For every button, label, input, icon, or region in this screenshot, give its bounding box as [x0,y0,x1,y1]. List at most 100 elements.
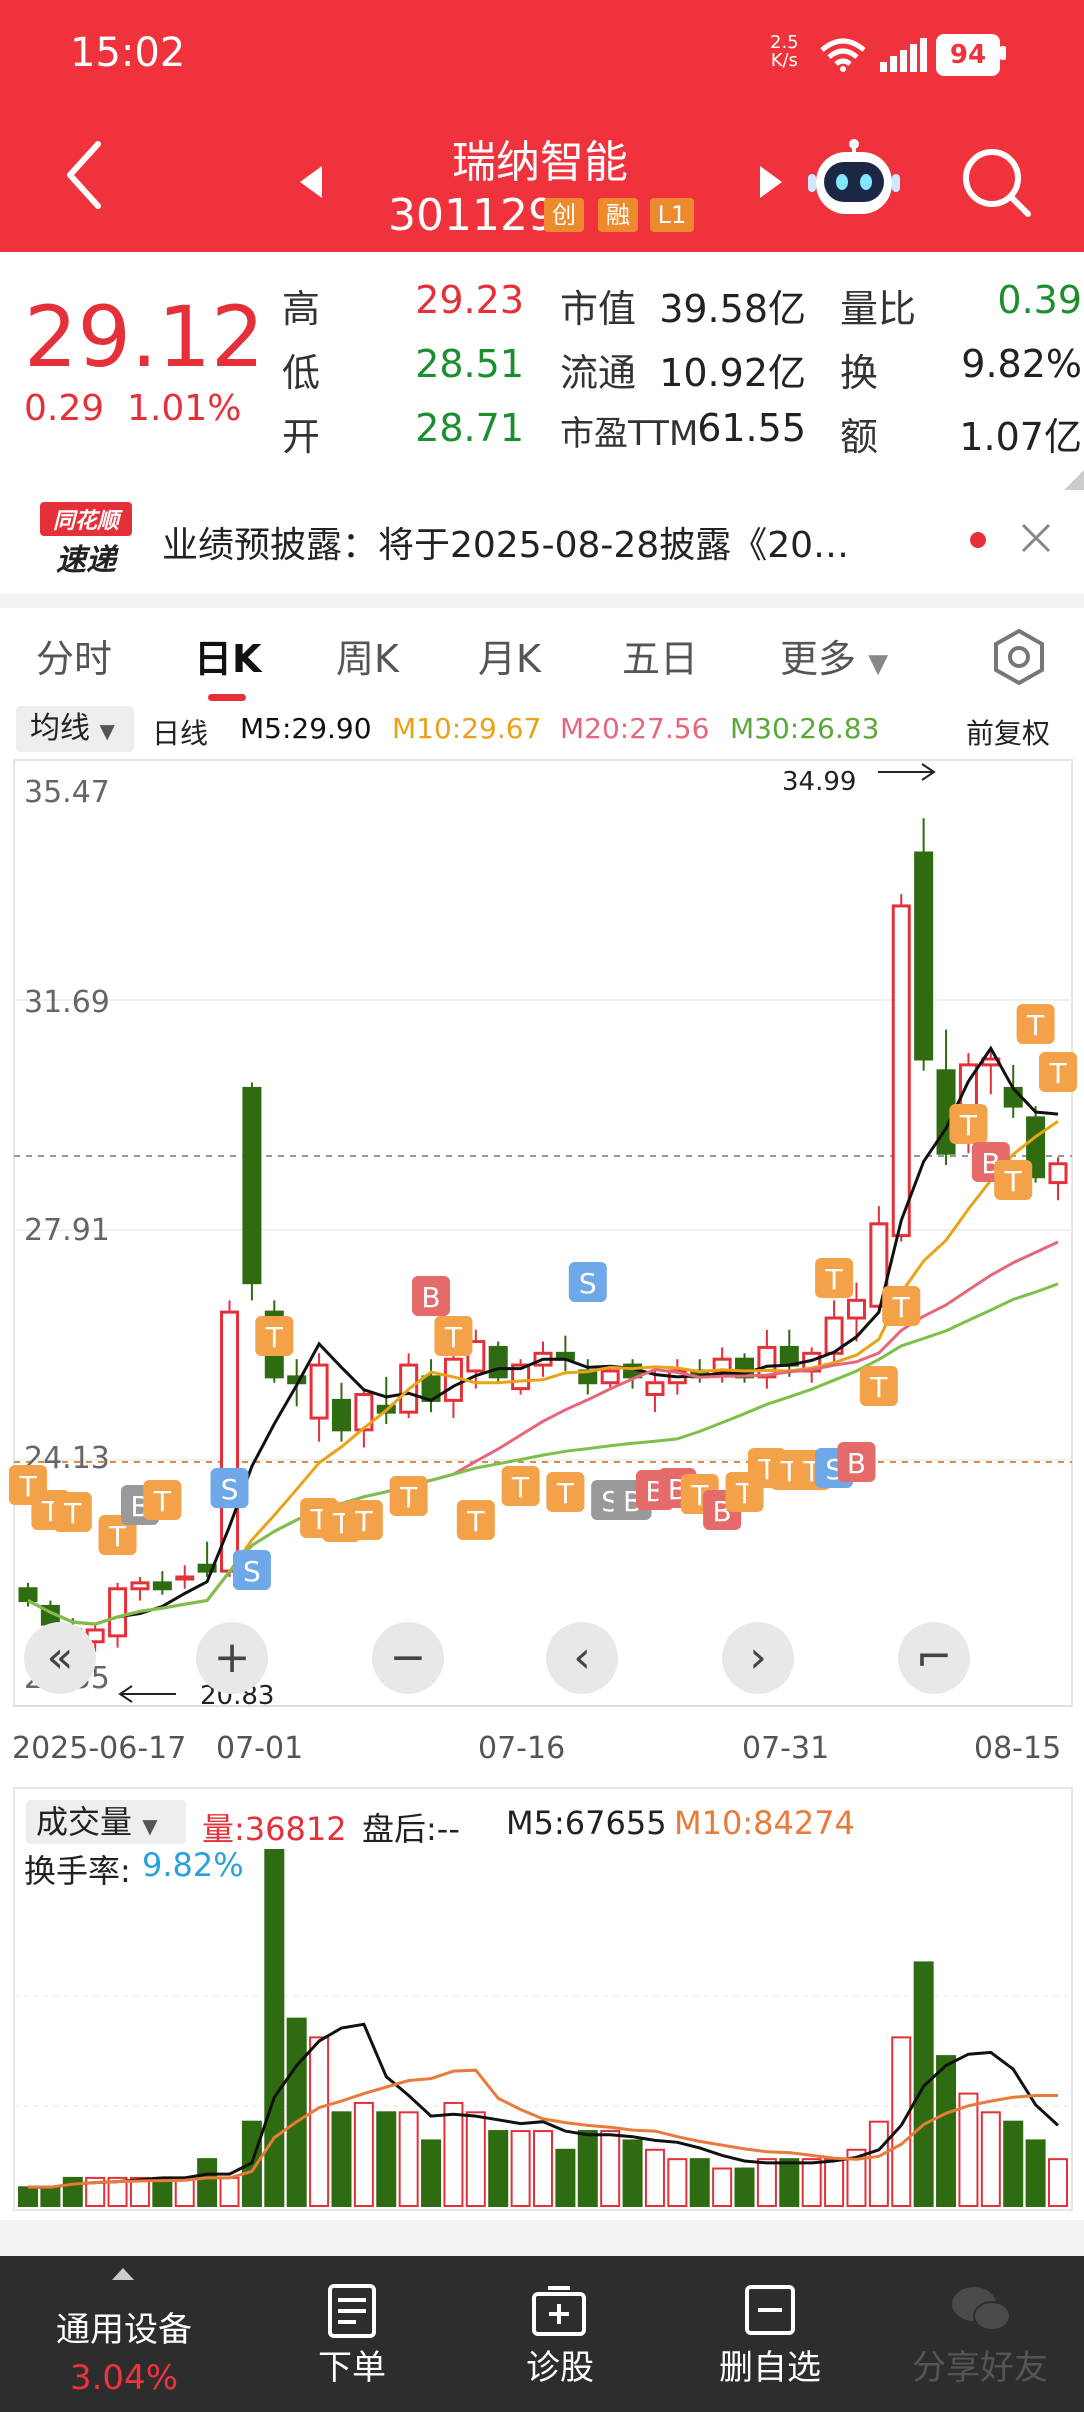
volume-bar[interactable] [286,2017,307,2208]
volume-bar[interactable] [846,2148,867,2208]
expand-corner-icon[interactable] [1064,470,1084,490]
scroll-left-fast-button[interactable]: « [24,1622,96,1694]
candlestick[interactable] [1048,1157,1068,1201]
candlestick[interactable] [555,1335,575,1371]
back-arrow-icon[interactable] [64,140,104,210]
search-icon[interactable] [960,146,1032,218]
volume-bar[interactable] [779,2158,800,2208]
volume-bar[interactable] [40,2186,61,2208]
tab-five-day[interactable]: 五日 [622,637,699,681]
candlestick[interactable] [130,1576,150,1601]
volume-bar[interactable] [353,2101,374,2207]
remove-watchlist-button[interactable]: 删自选 [719,2348,821,2388]
prev-stock-icon[interactable] [298,164,324,200]
volume-bar[interactable] [1003,2120,1024,2208]
volume-bar[interactable] [421,2139,442,2208]
volume-bar[interactable] [756,2158,777,2208]
settings-hexagon-icon[interactable] [990,628,1048,686]
tab-daily-k[interactable]: 日K [194,637,262,681]
candlestick[interactable] [242,1082,262,1301]
order-icon[interactable] [326,2284,378,2338]
volume-bar[interactable] [712,2167,733,2208]
candlestick[interactable] [511,1359,531,1395]
volume-bar[interactable] [107,2176,128,2208]
volume-bar[interactable] [1048,2158,1068,2208]
candlestick[interactable] [846,1282,866,1342]
volume-bar[interactable] [868,2120,889,2208]
kline-chart[interactable]: 35.47 31.69 27.91 24.13 20.35 TTTTBTSSTT… [0,756,1084,1772]
volume-bar[interactable] [129,2176,150,2208]
candlestick[interactable] [645,1370,665,1413]
candlestick[interactable] [936,1029,956,1165]
diagnose-button[interactable]: 诊股 [526,2348,594,2388]
volume-bar[interactable] [734,2167,755,2208]
share-button[interactable]: 分享好友 [912,2348,1048,2388]
close-icon[interactable] [1020,522,1052,554]
adjust-mode[interactable]: 前复权 [966,717,1051,750]
candlestick[interactable] [600,1365,620,1389]
volume-bar[interactable] [600,2130,621,2208]
candlestick[interactable] [757,1329,777,1389]
volume-bar[interactable] [510,2130,531,2208]
candlestick[interactable] [488,1341,508,1383]
volume-bar[interactable] [1025,2139,1046,2208]
caret-up-icon[interactable] [110,2266,136,2282]
zoom-out-button[interactable]: − [372,1622,444,1694]
candlestick[interactable] [197,1541,217,1577]
candlestick[interactable] [421,1359,441,1413]
volume-bar[interactable] [667,2158,688,2208]
volume-bar[interactable] [958,2092,979,2207]
volume-bar[interactable] [891,2036,912,2207]
scroll-right-button[interactable]: › [722,1622,794,1694]
candlestick[interactable] [735,1353,755,1383]
order-button[interactable]: 下单 [318,2348,386,2388]
candlestick[interactable] [914,818,934,1071]
tab-intraday[interactable]: 分时 [36,637,113,681]
banner-text[interactable]: 业绩预披露：将于2025-08-28披露《20… [162,525,850,566]
ma-selector[interactable]: 均线 ▼ [16,706,134,752]
volume-bar[interactable] [85,2176,106,2208]
zoom-in-button[interactable]: + [196,1622,268,1694]
volume-bar[interactable] [174,2176,195,2208]
volume-bar[interactable] [309,2036,330,2207]
volume-bar[interactable] [62,2176,83,2208]
volume-bar[interactable] [331,2111,352,2207]
candlestick[interactable] [824,1300,844,1366]
wechat-icon[interactable] [950,2284,1012,2336]
candlestick[interactable] [891,894,911,1242]
scroll-left-button[interactable]: ‹ [546,1622,618,1694]
sector-label[interactable]: 通用设备 [56,2310,192,2350]
volume-bar[interactable] [555,2148,576,2208]
volume-bar[interactable] [936,2055,957,2207]
tab-weekly-k[interactable]: 周K [336,637,399,681]
candlestick[interactable] [802,1347,822,1383]
remove-watchlist-icon[interactable] [744,2284,796,2336]
volume-bar[interactable] [533,2130,553,2208]
robot-assistant-icon[interactable] [808,138,900,218]
volume-bar[interactable] [264,1849,285,2207]
volume-bar[interactable] [689,2158,710,2208]
candlestick[interactable] [175,1565,195,1589]
volume-bar[interactable] [465,2111,486,2207]
volume-bar[interactable] [980,2111,1001,2207]
fullscreen-button[interactable]: ⌐ [898,1622,970,1694]
diagnose-icon[interactable] [530,2284,588,2338]
candlestick[interactable] [354,1388,374,1448]
volume-bar[interactable] [443,2101,464,2207]
volume-bar[interactable] [801,2158,822,2208]
volume-bar[interactable] [219,2176,240,2208]
volume-bar[interactable] [488,2130,509,2208]
volume-bar[interactable] [376,2111,397,2207]
tab-monthly-k[interactable]: 月K [478,637,541,681]
candlestick[interactable] [220,1300,240,1577]
volume-selector[interactable]: 成交量 ▼ [26,1800,186,1844]
volume-bar[interactable] [197,2158,218,2208]
next-stock-icon[interactable] [758,164,784,200]
candlestick[interactable] [376,1376,396,1424]
volume-bar[interactable] [824,2158,845,2208]
volume-bar[interactable] [398,2111,419,2207]
tab-more[interactable]: 更多 ▼ [780,628,888,683]
volume-bar[interactable] [577,2130,598,2208]
candlestick[interactable] [623,1359,643,1389]
candlestick[interactable] [108,1582,128,1648]
